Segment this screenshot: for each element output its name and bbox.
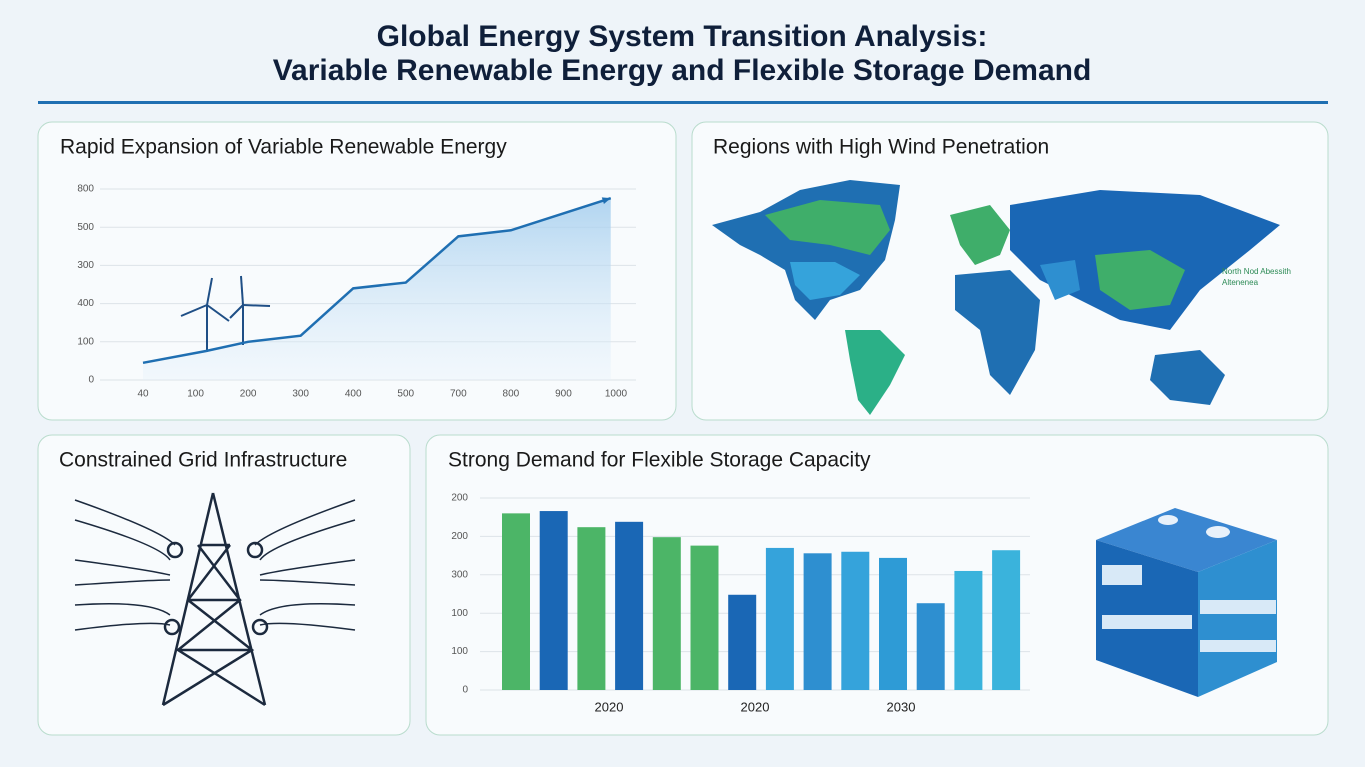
x-label: 2020 (595, 699, 624, 714)
battery-icon (1096, 508, 1277, 697)
x-tick-label: 300 (292, 389, 309, 400)
line (142, 196, 612, 365)
panel-title: Regions with High Wind Penetration (713, 136, 1049, 159)
x-tick-label: 400 (345, 389, 362, 400)
bar (954, 570, 983, 690)
wind-turbines (180, 275, 271, 352)
y-tick-label: 100 (451, 646, 468, 657)
bar (577, 527, 606, 690)
y-tick-label: 0 (88, 375, 94, 386)
bar (652, 537, 681, 690)
map-label: North Nod Abessith (1222, 267, 1291, 276)
area (143, 198, 611, 380)
arrowhead (601, 197, 611, 205)
bar (539, 511, 568, 690)
x-tick-label: 800 (503, 389, 520, 400)
x-tick-label: 100 (187, 389, 204, 400)
panel-title: Strong Demand for Flexible Storage Capac… (448, 449, 871, 472)
y-tick-label: 500 (77, 222, 94, 233)
bar (615, 521, 644, 690)
y-tick-label: 200 (451, 493, 468, 504)
y-tick-label: 300 (451, 569, 468, 580)
bar (502, 513, 530, 690)
panel-title: Constrained Grid Infrastructure (59, 449, 347, 472)
map-label: Altenenea (1222, 278, 1259, 287)
panel (37, 434, 411, 736)
map (712, 180, 1280, 415)
bar (841, 551, 870, 690)
y-tick-label: 400 (77, 298, 94, 309)
transmission-tower (74, 492, 356, 707)
title: Global Energy System Transition Analysis… (377, 20, 988, 53)
x-label: 2020 (741, 699, 770, 714)
bar (879, 557, 907, 690)
x-tick-label: 200 (240, 389, 257, 400)
x-tick-label: 1000 (605, 389, 628, 400)
divider (38, 101, 1328, 104)
x-tick-label: 40 (137, 389, 149, 400)
x-tick-label: 900 (555, 389, 572, 400)
y-tick-label: 800 (77, 184, 94, 195)
y-tick-label: 0 (462, 685, 468, 696)
x-tick-label: 500 (397, 389, 414, 400)
x-label: 2030 (887, 699, 916, 714)
bar (765, 547, 794, 690)
y-tick-label: 300 (77, 260, 94, 271)
bar (916, 603, 945, 690)
bar (728, 594, 757, 690)
x-tick-label: 700 (450, 389, 467, 400)
y-tick-label: 200 (451, 531, 468, 542)
y-tick-label: 100 (77, 336, 94, 347)
y-tick-label: 100 (451, 608, 468, 619)
bar (690, 545, 719, 690)
bar (992, 550, 1021, 690)
panel-title: Rapid Expansion of Variable Renewable En… (60, 136, 507, 159)
bar (803, 553, 832, 690)
title: Variable Renewable Energy and Flexible S… (273, 54, 1092, 87)
